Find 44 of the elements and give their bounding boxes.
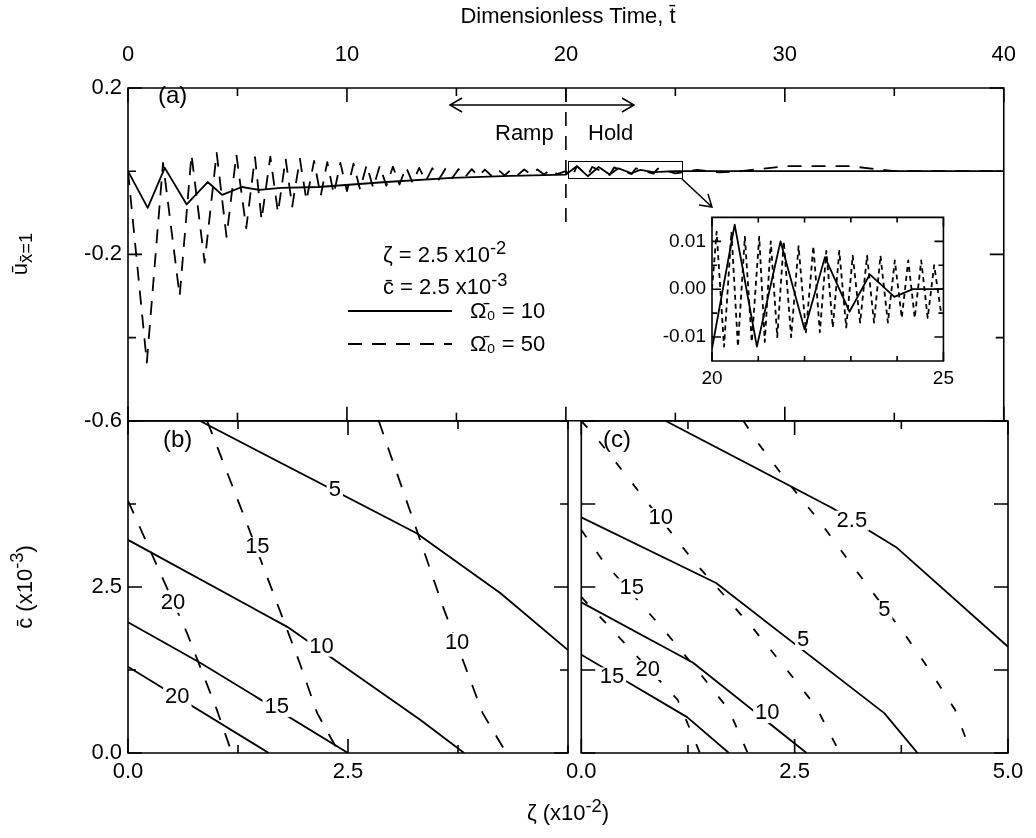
annotation: ζ = 2.5 x10$^{-2}$	[383, 237, 507, 268]
legend-label: Ω̄₀ = 10	[470, 297, 546, 324]
y-tick-label: 0.01	[669, 229, 706, 251]
annotation: 15	[245, 533, 270, 559]
x-tick-label: 2.5	[332, 758, 364, 784]
y-tick-label: -0.6	[84, 406, 122, 432]
annotation: 5	[878, 596, 891, 622]
y-tick-label: -0.2	[84, 240, 122, 266]
legend-label: Ω̄₀ = 50	[470, 330, 546, 357]
annotation: 10	[444, 628, 470, 654]
x-tick-label: 40	[991, 40, 1017, 66]
y-tick-label: 0.2	[91, 74, 122, 100]
annotation: 5	[797, 626, 810, 652]
x-tick-label: 0.0	[565, 758, 597, 784]
x-axis-title: Dimensionless Time, t̄	[460, 3, 676, 29]
annotation: (c)	[603, 425, 631, 453]
x-tick-label: 30	[772, 40, 798, 66]
annotation: 10	[648, 504, 673, 530]
x-tick-label: 10	[334, 40, 360, 66]
y-tick-label: 0.00	[669, 277, 706, 299]
annotation: c̄ = 2.5 x10$^{-3}$	[383, 269, 508, 300]
x-tick-label: 2.5	[779, 758, 810, 784]
x-tick-label: 0.0	[112, 758, 144, 784]
annotation: 15	[599, 663, 625, 689]
annotation: 10	[309, 632, 334, 658]
x-tick-label: 20	[553, 40, 579, 66]
annotation: 2.5	[836, 506, 868, 532]
x-tick-label: 5.0	[992, 758, 1024, 784]
annotation: 20	[165, 683, 190, 709]
annotation: (b)	[163, 425, 193, 453]
y-tick-label: -0.01	[662, 325, 706, 347]
y-tick-label: 2.5	[91, 573, 122, 599]
annotation: 15	[264, 693, 289, 719]
annotation: 20	[635, 656, 661, 682]
annotation: Ramp	[495, 120, 554, 146]
annotation: 5	[328, 476, 341, 502]
x-tick-label: 0	[121, 40, 135, 66]
annotation: Hold	[588, 120, 634, 146]
annotation: 10	[755, 699, 780, 725]
annotation: 15	[619, 574, 644, 600]
annotation: (a)	[158, 81, 188, 109]
annotation: 20	[160, 589, 186, 614]
x-axis-title: ζ (x10$^{-2}$)	[526, 795, 610, 826]
x-tick-label: 25	[932, 366, 954, 388]
